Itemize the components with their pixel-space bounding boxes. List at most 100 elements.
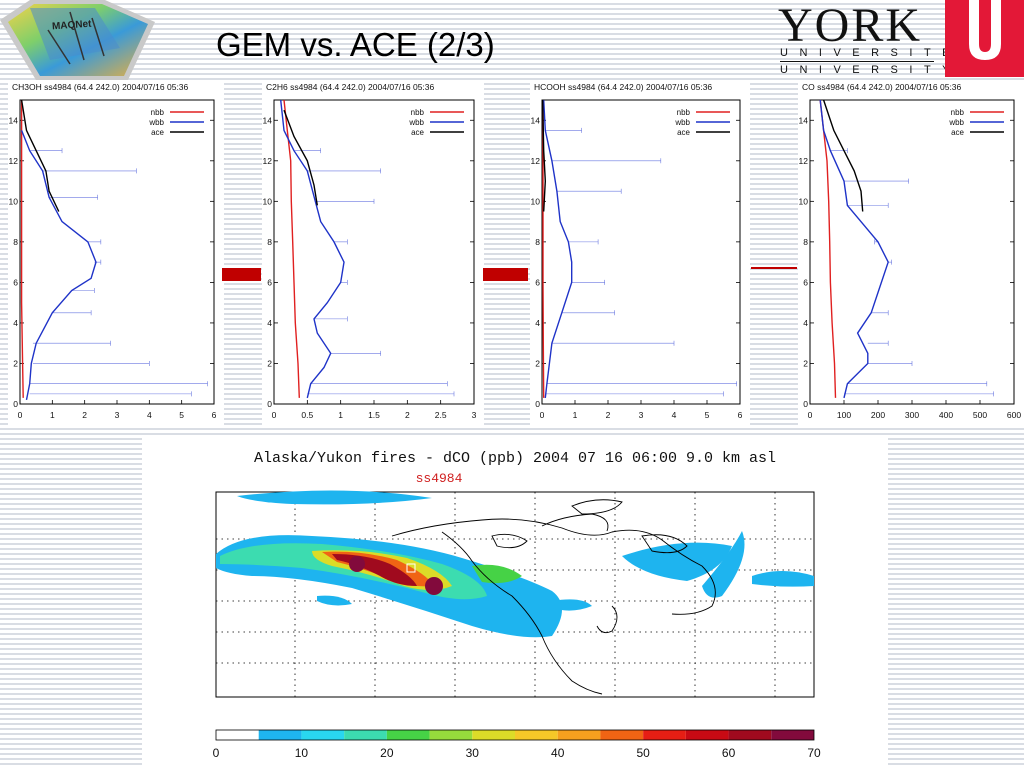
map-title: Alaska/Yukon fires - dCO (ppb) 2004 07 1…	[254, 450, 776, 467]
series-line-wbb	[543, 99, 573, 398]
series-line-wbb	[819, 99, 889, 399]
x-tick-label: 3	[639, 410, 644, 420]
x-tick-label: 2.5	[435, 410, 447, 420]
y-tick-label: 4	[803, 318, 808, 328]
altitude-marker-1	[222, 268, 261, 281]
x-tick-label: 5	[179, 410, 184, 420]
y-tick-label: 12	[531, 156, 541, 166]
colorbar-segment	[600, 730, 644, 740]
legend-label-wbb: wbb	[948, 118, 964, 127]
y-tick-label: 6	[267, 277, 272, 287]
dco-map: Alaska/Yukon fires - dCO (ppb) 2004 07 1…	[213, 450, 821, 760]
legend-label-ace: ace	[151, 128, 164, 137]
york-wordmark: YORK	[778, 0, 923, 52]
coastlines	[391, 499, 716, 695]
y-tick-label: 2	[267, 358, 272, 368]
y-tick-label: 4	[267, 318, 272, 328]
maqnet-logo	[0, 0, 155, 80]
plot-frame	[541, 99, 741, 405]
legend-label-wbb: wbb	[674, 118, 690, 127]
profile-chart-svg: C2H6 ss4984 (64.4 242.0) 2004/07/16 05:3…	[263, 82, 477, 420]
profile-chart-svg: HCOOH ss4984 (64.4 242.0) 2004/07/16 05:…	[531, 82, 743, 420]
y-tick-label: 0	[535, 399, 540, 409]
y-tick-label: 10	[263, 196, 273, 206]
legend-label-nbb: nbb	[411, 108, 425, 117]
x-tick-label: 0	[272, 410, 277, 420]
profile-chart-svg: CH3OH ss4984 (64.4 242.0) 2004/07/16 05:…	[9, 82, 217, 420]
y-tick-label: 2	[535, 358, 540, 368]
x-tick-label: 4	[147, 410, 152, 420]
y-tick-label: 14	[531, 115, 541, 125]
x-tick-label: 4	[672, 410, 677, 420]
colorbar-segment	[216, 730, 259, 740]
plot-frame	[19, 99, 215, 405]
y-tick-label: 0	[267, 399, 272, 409]
series-line-ace	[822, 99, 864, 212]
series-line-nbb	[20, 100, 24, 398]
x-tick-label: 1	[573, 410, 578, 420]
y-tick-label: 12	[263, 156, 273, 166]
colorbar-tick-label: 30	[466, 746, 480, 760]
series-line-wbb	[20, 130, 97, 401]
dco-plume	[216, 490, 814, 638]
chart-title: HCOOH ss4984 (64.4 242.0) 2004/07/16 05:…	[534, 82, 712, 92]
series-line-ace	[542, 99, 547, 212]
series-line-nbb	[819, 99, 837, 398]
y-tick-label: 14	[9, 115, 19, 125]
y-tick-label: 4	[13, 318, 18, 328]
y-tick-label: 4	[535, 318, 540, 328]
x-tick-label: 200	[871, 410, 885, 420]
legend-label-ace: ace	[411, 128, 424, 137]
x-tick-label: 400	[939, 410, 953, 420]
legend-label-nbb: nbb	[677, 108, 691, 117]
y-tick-label: 0	[803, 399, 808, 409]
york-universite: UNIVERSITÉ	[780, 47, 962, 59]
colorbar-tick-label: 40	[551, 746, 565, 760]
colorbar-segment	[429, 730, 473, 740]
york-divider	[780, 61, 934, 62]
chart-title: CH3OH ss4984 (64.4 242.0) 2004/07/16 05:…	[12, 82, 189, 92]
plot-frame	[273, 99, 475, 405]
y-tick-label: 8	[803, 237, 808, 247]
altitude-marker-2	[483, 268, 528, 281]
y-tick-label: 0	[13, 399, 18, 409]
y-tick-label: 6	[535, 277, 540, 287]
x-tick-label: 3	[472, 410, 477, 420]
y-tick-label: 6	[803, 277, 808, 287]
x-tick-label: 2	[606, 410, 611, 420]
york-university: UNIVERSITY	[780, 64, 962, 76]
colorbar-segment	[771, 730, 814, 740]
y-tick-label: 10	[799, 196, 809, 206]
legend-label-wbb: wbb	[408, 118, 424, 127]
series-line-ace	[283, 109, 318, 206]
colorbar-segment	[344, 730, 387, 740]
x-tick-label: 2	[82, 410, 87, 420]
altitude-marker-3	[751, 267, 797, 269]
profile-chart-svg: CO ss4984 (64.4 242.0) 2004/07/16 05:36 0…	[799, 82, 1022, 420]
colorbar-segment	[557, 730, 601, 740]
colorbar-frame	[215, 729, 815, 741]
y-tick-label: 14	[799, 115, 809, 125]
y-tick-label: 8	[13, 237, 18, 247]
x-tick-label: 6	[212, 410, 217, 420]
slide-title: GEM vs. ACE (2/3)	[216, 26, 495, 63]
colorbar-segment	[301, 730, 345, 740]
map-subtitle: ss4984	[416, 471, 463, 486]
legend-label-nbb: nbb	[951, 108, 965, 117]
x-tick-label: 2	[405, 410, 410, 420]
dco-map-panel: Alaska/Yukon fires - dCO (ppb) 2004 07 1…	[142, 436, 888, 768]
y-tick-label: 8	[267, 237, 272, 247]
x-tick-label: 5	[705, 410, 710, 420]
x-tick-label: 0	[540, 410, 545, 420]
x-tick-label: 600	[1007, 410, 1021, 420]
y-tick-label: 12	[799, 156, 809, 166]
colorbar-tick-label: 70	[807, 746, 821, 760]
colorbar-segment	[643, 730, 686, 740]
colorbar-tick-label: 10	[295, 746, 309, 760]
legend-label-ace: ace	[677, 128, 690, 137]
x-tick-label: 1	[50, 410, 55, 420]
y-tick-label: 10	[531, 196, 541, 206]
colorbar-segment	[515, 730, 558, 740]
colorbar-tick-label: 20	[380, 746, 394, 760]
x-tick-label: 100	[837, 410, 851, 420]
